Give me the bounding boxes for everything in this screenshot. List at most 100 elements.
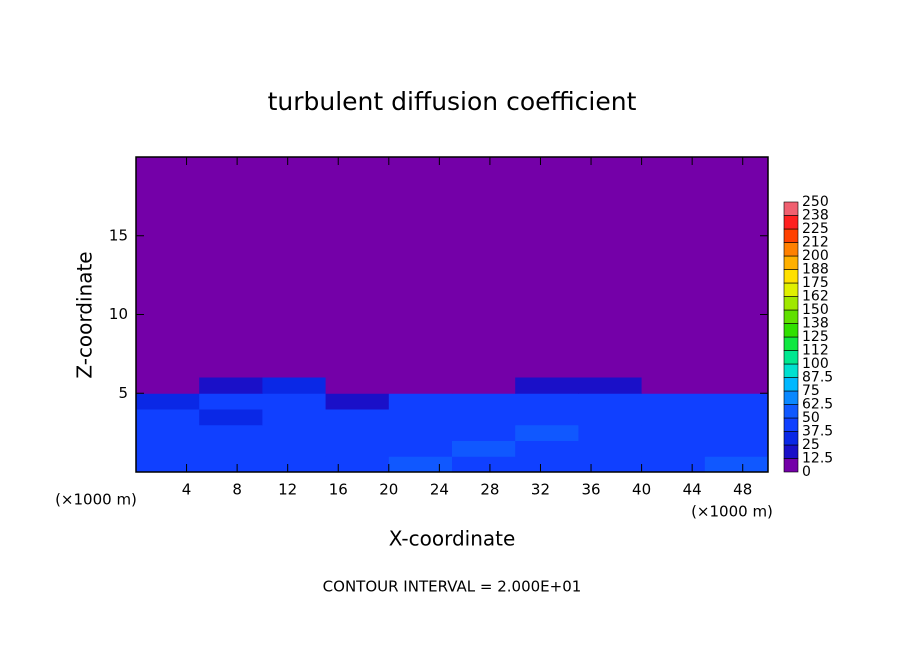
colorbar-label: 87.5 [802,370,833,386]
heat-cell [578,409,643,426]
heat-cell [704,377,769,394]
colorbar-label: 200 [802,248,829,264]
colorbar-box [783,269,799,284]
colorbar-label: 150 [802,302,829,318]
heat-cell [578,440,643,457]
colorbar-box [783,390,799,405]
heat-cell [262,424,327,441]
colorbar-label: 0 [802,464,811,480]
colorbar-box [783,404,799,419]
heat-cell [515,393,579,410]
heat-cell [136,440,200,457]
x-axis-label: X-coordinate [389,527,516,551]
heat-cell [704,409,769,426]
colorbar-box [783,215,799,230]
heat-cell [578,377,643,394]
heat-cell [452,440,516,457]
x-tick-label: 16 [329,481,348,499]
colorbar-box [783,282,799,297]
heat-cell [325,456,390,473]
heat-cell [199,424,263,441]
colorbar-box [783,201,799,216]
x-tick-label: 8 [232,481,242,499]
heat-cell [515,409,579,426]
heat-cell [452,377,516,394]
heat-cell [641,440,706,457]
colorbar-box [783,323,799,338]
heat-cell [199,393,263,410]
heat-cell [452,424,516,441]
y-axis-label: Z-coordinate [73,251,97,378]
heat-cell [388,456,453,473]
x-tick-label: 40 [632,481,651,499]
heat-cell [325,424,390,441]
colorbar-box [783,458,799,473]
heat-cell [452,456,516,473]
heat-cell [325,440,390,457]
x-tick-label: 4 [182,481,192,499]
heat-cell [136,393,200,410]
heat-cell [388,424,453,441]
heat-cell [704,424,769,441]
heat-cell [704,440,769,457]
heat-cell [262,440,327,457]
heat-cell [325,409,390,426]
colorbar-label: 212 [802,235,829,251]
heat-cell [262,456,327,473]
heat-cell [452,393,516,410]
x-tick-label: 28 [480,481,499,499]
heat-cell [136,377,200,394]
heat-cell [704,456,769,473]
colorbar-label: 100 [802,356,829,372]
heat-cell [388,440,453,457]
colorbar-label: 125 [802,329,829,345]
colorbar-label: 50 [802,410,820,426]
colorbar-box [783,444,799,459]
colorbar-label: 12.5 [802,451,833,467]
y-tick-label: 10 [109,305,128,323]
heat-cell [578,456,643,473]
x-unit: (×1000 m) [691,503,773,521]
heat-cell [515,424,579,441]
colorbar-label: 250 [802,194,829,210]
colorbar-box [783,377,799,392]
colorbar-box [783,417,799,432]
colorbar-label: 162 [802,289,829,305]
x-tick-label: 32 [531,481,550,499]
colorbar-label: 75 [802,383,820,399]
heat-cell [641,409,706,426]
heat-cell [641,377,706,394]
heat-cell [641,424,706,441]
heat-cell [388,409,453,426]
heat-cell [704,393,769,410]
colorbar-box [783,350,799,365]
heat-cell [136,424,200,441]
colorbar-label: 238 [802,208,829,224]
colorbar-box [783,309,799,324]
heat-cell [452,409,516,426]
heat-cell [641,393,706,410]
colorbar-label: 225 [802,221,829,237]
heat-cell [515,377,579,394]
x-tick-label: 48 [733,481,752,499]
heat-cell [578,393,643,410]
heat-cell [136,456,200,473]
heat-cell [199,456,263,473]
x-tick-label: 12 [278,481,297,499]
x-tick-label: 44 [683,481,702,499]
heat-cell [641,456,706,473]
heat-cell [199,440,263,457]
heat-cell [515,440,579,457]
heat-cell [325,377,390,394]
heat-cell [388,393,453,410]
colorbar-box [783,228,799,243]
colorbar-label: 62.5 [802,397,833,413]
heat-cell [199,377,263,394]
heat-cell [325,393,390,410]
heat-cell [262,377,327,394]
x-tick-label: 36 [581,481,600,499]
colorbar-box [783,242,799,257]
y-tick-label: 15 [109,226,128,244]
colorbar-label: 188 [802,262,829,278]
colorbar-box [783,431,799,446]
